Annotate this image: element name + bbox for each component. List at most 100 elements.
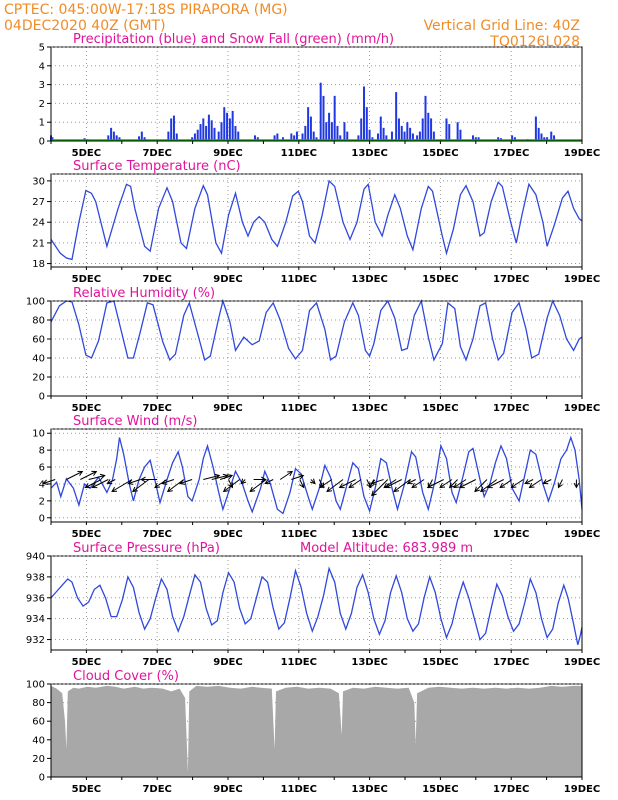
precip-bar xyxy=(543,137,546,141)
wind-arrow xyxy=(111,479,133,492)
precip-bar xyxy=(474,137,477,141)
precip-bar xyxy=(385,135,388,141)
precip-bar xyxy=(333,95,336,141)
wind-arrowhead xyxy=(131,486,138,493)
wind-arrow xyxy=(529,479,542,488)
precip-bar xyxy=(477,137,480,141)
panel-title: Surface Pressure (hPa) xyxy=(73,541,220,556)
precip-bar xyxy=(406,122,409,141)
y-tick-label: 3 xyxy=(39,80,45,91)
wind-arrowhead xyxy=(384,483,391,489)
precip-bar xyxy=(448,124,451,141)
wind-arrowhead xyxy=(309,478,316,485)
panel-frame xyxy=(50,300,583,397)
x-tick-label: 13DEC xyxy=(351,148,387,159)
panel-title: Cloud Cover (%) xyxy=(73,669,179,684)
cloud-area xyxy=(51,685,582,777)
wind-arrow xyxy=(371,479,389,496)
wind-arrowhead xyxy=(426,483,433,489)
panel-frame xyxy=(50,428,583,523)
precip-bar xyxy=(537,127,540,141)
x-tick-label: 15DEC xyxy=(422,403,458,414)
wind-arrowhead xyxy=(370,479,377,485)
x-tick-label: 17DEC xyxy=(493,784,529,795)
precip-bar xyxy=(328,112,331,141)
wind-arrow xyxy=(459,479,477,488)
wind-arrow xyxy=(453,479,467,488)
wind-arrow xyxy=(439,479,453,488)
wind-arrowhead xyxy=(106,479,113,485)
wind-arrowhead xyxy=(510,482,517,489)
precip-bar xyxy=(550,131,553,141)
precip-bar xyxy=(395,92,398,141)
precip-bar xyxy=(234,125,237,141)
panel-2: Surface Temperature (nC) 18 21 24 27 30 5DEC 7D… xyxy=(32,159,600,285)
wind-arrowhead xyxy=(111,486,118,493)
wind-arrow xyxy=(291,475,304,480)
wind-arrow xyxy=(43,479,56,484)
wind-arrowhead xyxy=(299,482,305,489)
precip-bar xyxy=(301,133,304,141)
wind-arrow xyxy=(427,479,444,488)
series-line xyxy=(50,435,583,515)
wind-arrowhead xyxy=(524,479,531,485)
panel-1: Precipitation (blue) and Snow Fall (gree… xyxy=(39,32,601,159)
x-tick-label: 9DEC xyxy=(213,657,242,668)
wind-arrowhead xyxy=(458,483,465,489)
wind-arrow xyxy=(249,479,267,492)
panel-4: Surface Wind (m/s) 0 2 4 6 8 10 5DEC 7DEC 9DEC 11D… xyxy=(32,414,600,540)
precip-bar xyxy=(220,122,223,141)
wind-arrowhead xyxy=(411,482,418,489)
x-tick-label: 19DEC xyxy=(564,148,600,159)
date-line: 04DEC2020 40Z (GMT) xyxy=(4,18,166,34)
wind-arrow xyxy=(264,479,274,484)
x-tick-label: 7DEC xyxy=(142,403,171,414)
wind-arrow xyxy=(449,479,458,488)
x-tick-label: 19DEC xyxy=(564,403,600,414)
precip-bar xyxy=(193,133,196,141)
y-tick-label: 934 xyxy=(26,614,45,625)
precip-bar xyxy=(196,129,199,141)
wind-arrowhead xyxy=(542,479,549,485)
wind-arrowhead xyxy=(166,486,173,493)
station-line: CPTEC: 045:00W-17:18S PIRAPORA (MG) xyxy=(4,2,288,18)
y-tick-label: 2 xyxy=(39,99,45,110)
x-tick-label: 9DEC xyxy=(213,274,242,285)
precip-bar xyxy=(107,135,110,141)
wind-arrow xyxy=(371,479,384,484)
wind-arrowhead xyxy=(140,476,146,483)
wind-arrow xyxy=(543,479,552,484)
wind-arrowhead xyxy=(249,486,256,493)
wind-arrowhead xyxy=(528,482,535,489)
wind-arrow xyxy=(339,479,356,488)
precip-bar xyxy=(202,118,205,141)
panel-title: Relative Humidity (%) xyxy=(73,286,215,301)
x-tick-label: 11DEC xyxy=(281,148,317,159)
y-tick-label: 4 xyxy=(39,479,45,490)
panel-3: Relative Humidity (%) 0 20 40 60 80 100 5DEC 7DE… xyxy=(26,286,600,414)
x-tick-label: 15DEC xyxy=(422,657,458,668)
wind-arrowhead xyxy=(227,474,234,480)
x-tick-label: 19DEC xyxy=(564,529,600,540)
precip-bar xyxy=(115,135,118,141)
x-tick-label: 13DEC xyxy=(351,403,387,414)
precip-bar xyxy=(112,131,115,141)
y-tick-label: 30 xyxy=(32,176,45,187)
wind-arrowhead xyxy=(91,483,98,489)
x-tick-label: 11DEC xyxy=(281,403,317,414)
precip-bar xyxy=(343,122,346,141)
wind-arrowhead xyxy=(240,478,247,485)
x-tick-label: 7DEC xyxy=(142,274,171,285)
y-tick-label: 0 xyxy=(39,773,45,784)
wind-arrow xyxy=(88,475,105,480)
precip-bar xyxy=(293,135,296,141)
wind-arrowhead xyxy=(91,470,98,476)
wind-arrowhead xyxy=(573,482,580,489)
precip-bar xyxy=(411,133,414,141)
precip-bar xyxy=(307,107,310,141)
precip-bar xyxy=(110,127,113,141)
panel-title: Precipitation (blue) and Snow Fall (gree… xyxy=(73,32,394,47)
x-tick-label: 9DEC xyxy=(213,529,242,540)
precip-bar xyxy=(456,122,459,141)
